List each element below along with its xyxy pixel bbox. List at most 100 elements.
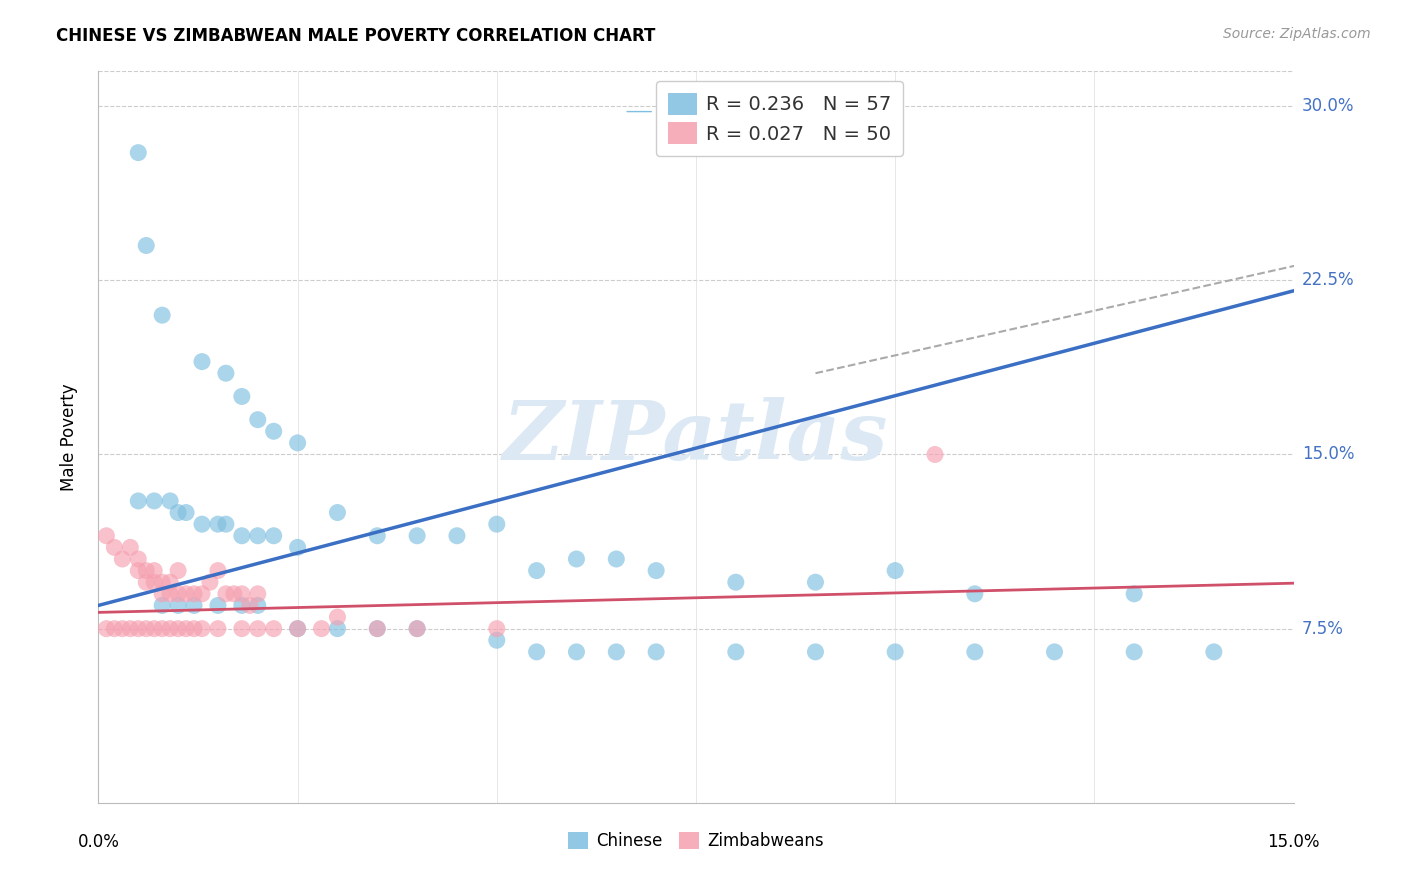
Point — [143, 564, 166, 578]
Point — [135, 564, 157, 578]
Point — [724, 645, 747, 659]
Point — [406, 529, 429, 543]
Point — [215, 587, 238, 601]
Point — [246, 529, 269, 543]
Point — [231, 599, 253, 613]
Point — [526, 645, 548, 659]
Point — [231, 389, 253, 403]
Point — [143, 575, 166, 590]
Point — [167, 587, 190, 601]
Point — [103, 622, 125, 636]
Point — [191, 622, 214, 636]
Point — [366, 529, 388, 543]
Point — [963, 587, 986, 601]
Point — [485, 622, 508, 636]
Point — [446, 529, 468, 543]
Point — [924, 448, 946, 462]
Point — [207, 622, 229, 636]
Point — [246, 587, 269, 601]
Point — [1043, 645, 1066, 659]
Point — [127, 145, 149, 160]
Point — [120, 622, 142, 636]
Point — [526, 564, 548, 578]
Point — [127, 564, 149, 578]
Point — [287, 622, 309, 636]
Point — [111, 622, 134, 636]
Point — [183, 587, 205, 601]
Text: 7.5%: 7.5% — [1302, 620, 1344, 638]
Text: 0.0%: 0.0% — [77, 833, 120, 851]
Point — [215, 517, 238, 532]
Point — [183, 599, 205, 613]
Point — [287, 436, 309, 450]
Point — [366, 622, 388, 636]
Point — [231, 587, 253, 601]
Point — [159, 587, 181, 601]
Point — [263, 622, 285, 636]
Point — [150, 622, 173, 636]
Point — [191, 517, 214, 532]
Legend: Chinese, Zimbabweans: Chinese, Zimbabweans — [561, 825, 831, 856]
Point — [366, 622, 388, 636]
Point — [135, 622, 157, 636]
Text: 30.0%: 30.0% — [1302, 97, 1354, 115]
Text: Source: ZipAtlas.com: Source: ZipAtlas.com — [1223, 27, 1371, 41]
Point — [884, 564, 907, 578]
Point — [804, 645, 827, 659]
Text: 15.0%: 15.0% — [1302, 445, 1354, 464]
Point — [222, 587, 245, 601]
Point — [111, 552, 134, 566]
Point — [135, 575, 157, 590]
Point — [231, 622, 253, 636]
Point — [183, 622, 205, 636]
Point — [246, 599, 269, 613]
Point — [143, 494, 166, 508]
Point — [645, 564, 668, 578]
Point — [135, 238, 157, 252]
Point — [174, 506, 197, 520]
Point — [1123, 587, 1146, 601]
Point — [159, 575, 181, 590]
Point — [239, 599, 262, 613]
Point — [246, 622, 269, 636]
Point — [207, 564, 229, 578]
Point — [127, 494, 149, 508]
Point — [326, 506, 349, 520]
Y-axis label: Male Poverty: Male Poverty — [59, 384, 77, 491]
Point — [207, 599, 229, 613]
Point — [565, 645, 588, 659]
Text: 15.0%: 15.0% — [1267, 833, 1320, 851]
Point — [287, 622, 309, 636]
Point — [150, 308, 173, 322]
Point — [96, 622, 118, 636]
Point — [263, 529, 285, 543]
Point — [167, 506, 190, 520]
Point — [174, 587, 197, 601]
Point — [724, 575, 747, 590]
Point — [565, 552, 588, 566]
Point — [311, 622, 333, 636]
Point — [127, 552, 149, 566]
Point — [207, 517, 229, 532]
Point — [150, 599, 173, 613]
Point — [231, 529, 253, 543]
Point — [143, 622, 166, 636]
Point — [326, 622, 349, 636]
Point — [406, 622, 429, 636]
Point — [406, 622, 429, 636]
Point — [191, 354, 214, 368]
Point — [167, 622, 190, 636]
Point — [167, 599, 190, 613]
Point — [326, 610, 349, 624]
Point — [103, 541, 125, 555]
Point — [884, 645, 907, 659]
Point — [96, 529, 118, 543]
Point — [191, 587, 214, 601]
Point — [485, 633, 508, 648]
Text: ZIPatlas: ZIPatlas — [503, 397, 889, 477]
Point — [1202, 645, 1225, 659]
Point — [605, 552, 627, 566]
Point — [1123, 645, 1146, 659]
Point — [287, 541, 309, 555]
Point — [150, 587, 173, 601]
